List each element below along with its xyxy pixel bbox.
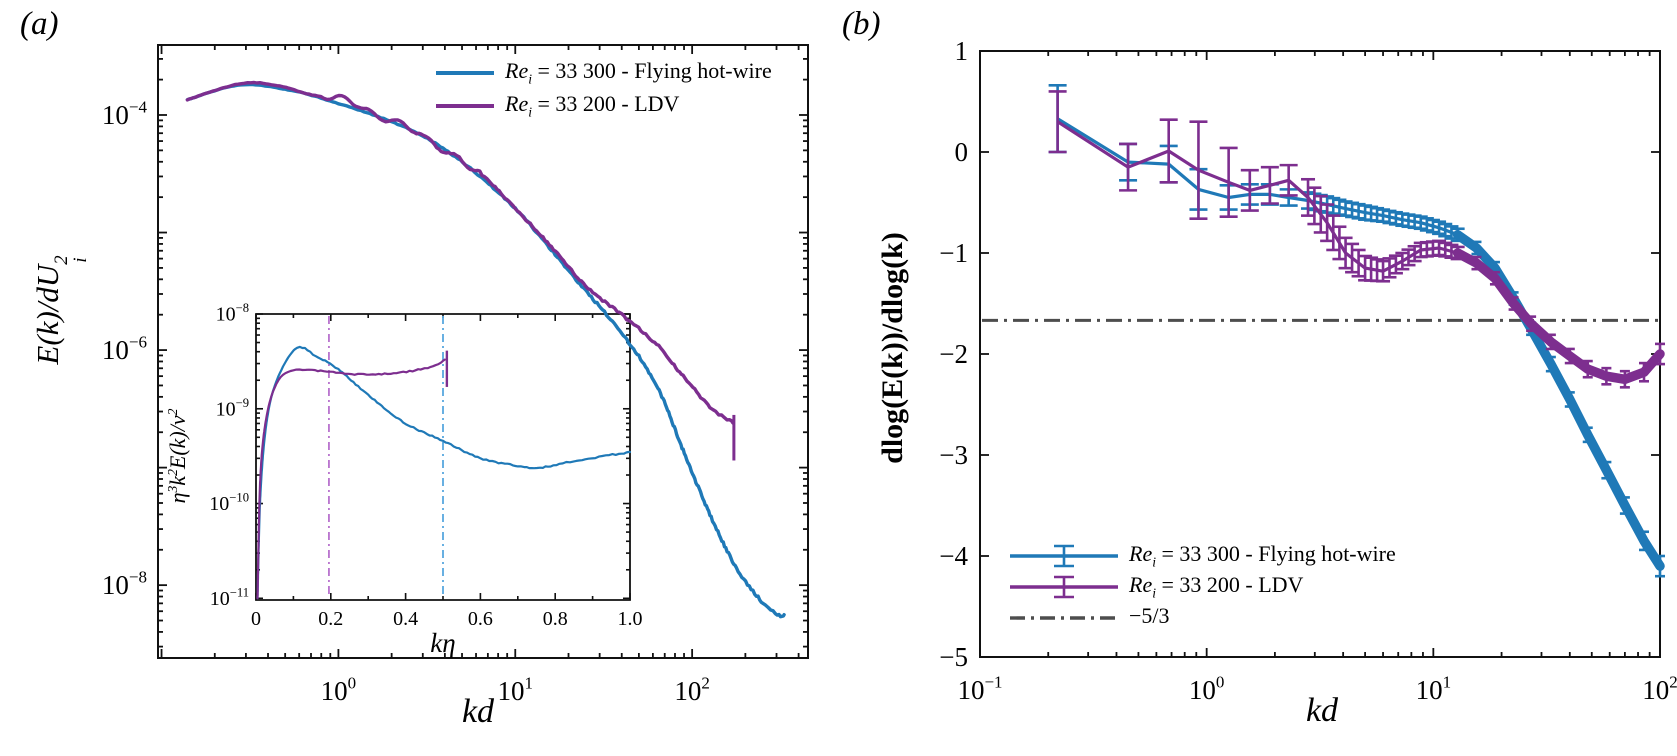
inset-reference-lines xyxy=(328,316,444,598)
svg-text:0.8: 0.8 xyxy=(543,608,568,630)
panel-a-inset-axes: 0 0.2 0.4 0.6 0.8 1.0 10−8 10−9 10−10 10−11 xyxy=(209,301,642,630)
panel-a-legend: Rei = 33 300 - Flying hot-wire Rei = 33 … xyxy=(436,56,772,122)
svg-text:100: 100 xyxy=(1189,673,1225,705)
y-axis: 10−4 10−6 10−8 xyxy=(102,58,808,648)
legend-item-ldv: Rei = 33 200 - LDV xyxy=(1008,571,1396,602)
panel-a-x-axis-label: kd xyxy=(461,693,495,730)
series-tail-band xyxy=(1452,230,1665,571)
svg-text:−4: −4 xyxy=(939,541,968,571)
legend-item-flying-hot-wire: Rei = 33 300 - Flying hot-wire xyxy=(436,56,772,89)
legend-label: Rei = 33 300 - Flying hot-wire xyxy=(1129,540,1396,570)
panel-b-legend: Rei = 33 300 - Flying hot-wire Rei = 33 … xyxy=(1008,540,1396,633)
svg-text:101: 101 xyxy=(498,674,534,706)
legend-item-flying-hot-wire: Rei = 33 300 - Flying hot-wire xyxy=(1008,540,1396,571)
svg-text:10−4: 10−4 xyxy=(102,98,148,130)
series-line xyxy=(185,82,786,619)
svg-text:10−10: 10−10 xyxy=(209,491,249,515)
x-axis: 10−1 100 101 102 xyxy=(957,51,1677,705)
series xyxy=(1048,84,1665,578)
svg-text:0.2: 0.2 xyxy=(318,608,343,630)
svg-text:10−1: 10−1 xyxy=(957,673,1002,705)
legend-label: Rei = 33 300 - Flying hot-wire xyxy=(505,57,772,87)
svg-text:102: 102 xyxy=(674,674,710,706)
panel-b-series xyxy=(1048,84,1665,578)
svg-text:10−8: 10−8 xyxy=(102,568,147,600)
errorbar-swatch xyxy=(1010,544,1118,567)
legend-label: −5/3 xyxy=(1129,602,1170,628)
inset-x-axis-label: kη xyxy=(430,628,456,658)
svg-text:102: 102 xyxy=(1642,673,1677,705)
inset-y-axis-label: η3k2E(k)/ν2 xyxy=(164,408,191,504)
svg-text:10−6: 10−6 xyxy=(102,333,147,365)
errorbar-swatch xyxy=(1010,575,1118,598)
svg-text:1.0: 1.0 xyxy=(618,608,643,630)
svg-text:101: 101 xyxy=(1416,673,1452,705)
svg-text:10−8: 10−8 xyxy=(216,301,249,325)
legend-item-minus-five-thirds: −5/3 xyxy=(1008,602,1396,633)
y-axis: 10−8 10−9 10−10 10−11 xyxy=(209,301,630,610)
svg-text:0.4: 0.4 xyxy=(393,608,418,630)
x-axis: 0 0.2 0.4 0.6 0.8 1.0 xyxy=(251,314,643,630)
panel-a-axes: 100 101 102 10−4 10−6 10−8 xyxy=(102,44,809,706)
inset-series xyxy=(256,345,632,600)
svg-text:100: 100 xyxy=(321,674,357,706)
line-swatch xyxy=(436,70,494,75)
svg-text:0: 0 xyxy=(251,608,261,630)
series-tail-band xyxy=(1452,248,1665,385)
svg-text:−3: −3 xyxy=(939,440,968,470)
panel-a-y-axis-label: E(k)/dU 2 i xyxy=(29,255,91,365)
panel-b-x-axis-label: kd xyxy=(1305,692,1339,729)
panel-b-y-axis-label: dlog(E(k))/dlog(k) xyxy=(876,232,909,464)
svg-text:−5: −5 xyxy=(939,642,968,672)
svg-text:0.6: 0.6 xyxy=(468,608,493,630)
legend-label: Rei = 33 200 - LDV xyxy=(505,90,680,120)
panel-b-label: (b) xyxy=(842,6,881,42)
series xyxy=(1048,90,1665,389)
svg-text:−2: −2 xyxy=(939,339,968,369)
line-swatch xyxy=(436,103,494,108)
svg-text:0: 0 xyxy=(955,137,969,167)
panel-a-series xyxy=(185,80,786,619)
svg-text:10−11: 10−11 xyxy=(210,586,249,610)
legend-item-ldv: Rei = 33 200 - LDV xyxy=(436,89,772,122)
y-axis: 1 0 −1 −2 −3 −4 −5 xyxy=(939,36,1660,672)
x-axis: 100 101 102 xyxy=(160,45,800,706)
series-line xyxy=(256,358,446,600)
series-line xyxy=(1056,117,1662,567)
svg-text:1: 1 xyxy=(955,36,969,66)
series-line xyxy=(185,80,735,425)
panel-a-label: (a) xyxy=(20,6,59,42)
svg-text:−1: −1 xyxy=(939,238,968,268)
svg-text:10−9: 10−9 xyxy=(216,396,249,420)
dashdot-swatch xyxy=(1010,615,1118,620)
legend-label: Rei = 33 200 - LDV xyxy=(1129,571,1304,601)
